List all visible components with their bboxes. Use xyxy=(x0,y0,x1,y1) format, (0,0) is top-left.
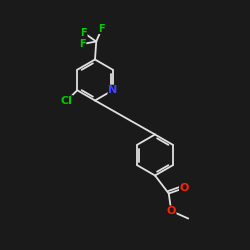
Text: F: F xyxy=(79,39,86,49)
Text: F: F xyxy=(80,28,87,38)
Text: O: O xyxy=(166,206,176,216)
Text: O: O xyxy=(180,183,189,193)
Text: N: N xyxy=(108,85,118,95)
Text: Cl: Cl xyxy=(61,96,73,106)
Text: F: F xyxy=(98,24,105,34)
